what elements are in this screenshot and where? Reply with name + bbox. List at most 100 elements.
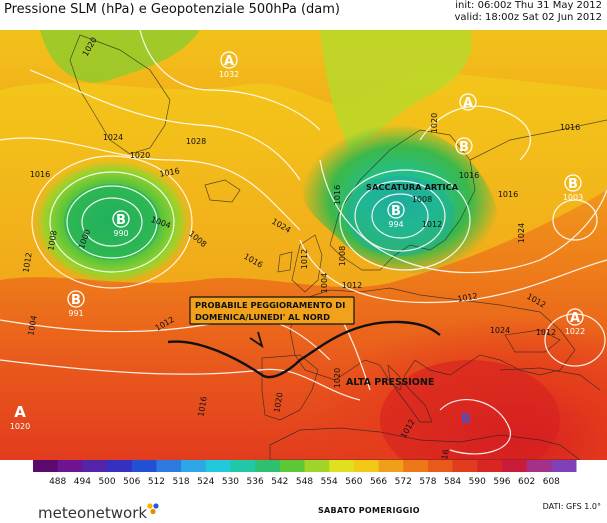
colorbar-tick-label: 548 (296, 477, 313, 487)
isobar-1016-south (0, 359, 361, 401)
isobar-med (439, 399, 511, 455)
pressure-center-letter: B (461, 412, 471, 427)
colorbar-swatch (403, 460, 429, 472)
pressure-center-letter: B (391, 204, 401, 219)
geopotential-arctic-tongue (320, 30, 472, 150)
colorbar-swatch (427, 460, 454, 472)
colorbar-tick-label: 530 (222, 477, 239, 487)
colorbar-ticks: 488 494 500 506 512 518 524 530 536 542 548 554 560 5… (49, 477, 560, 487)
weather-map: 1020 1024 1028 1016 1016 1012 1008 1004 1000 1012… (0, 30, 607, 460)
colorbar-swatch (353, 460, 380, 472)
colorbar-tick-label: 488 (49, 477, 66, 487)
isobar-scan-1 (371, 193, 429, 239)
isobar-russia (552, 199, 598, 241)
data-source: DATI: GFS 1.0° (542, 502, 601, 511)
forecast-box-line1: PROBABILE PEGGIORAMENTO DI (195, 300, 345, 310)
colorbar-tick-label: 494 (74, 477, 91, 487)
isobar-label: 1004 (26, 315, 38, 337)
coastlines (69, 34, 607, 460)
africa-coast (269, 427, 581, 460)
colorbar-tick-label: 596 (493, 477, 510, 487)
brand-dots-icon (147, 503, 159, 515)
isobar-1016-europe (299, 239, 607, 303)
colorbar-tick-label: 500 (98, 477, 115, 487)
isobar-atl-4 (31, 155, 193, 289)
isobar-atl-3 (49, 171, 175, 273)
isobar-label: 1016 (438, 449, 450, 460)
colorbar-tick-label: 566 (370, 477, 387, 487)
isobar-label: 1016 (498, 190, 518, 199)
colorbar-tick-label: 524 (197, 477, 214, 487)
colorbar-swatch (82, 460, 108, 472)
isobar-label: 1024 (103, 133, 123, 142)
iberia-coast (261, 354, 319, 421)
colorbar-tick-label: 572 (395, 477, 412, 487)
colorbar-swatch (57, 460, 83, 472)
colorbar-swatch (304, 460, 330, 472)
colorbar-swatch (279, 460, 305, 472)
isobar-label: 1020 (272, 392, 284, 414)
mediterranean-red-core (380, 360, 560, 460)
pressure-center-letter: B (116, 213, 126, 228)
britain-coast (291, 234, 323, 293)
pressure-center-value: 1020 (10, 422, 30, 431)
isobar-label: 1012 (21, 252, 33, 274)
init-time: init: 06:00z Thu 31 May 2012 (455, 0, 602, 11)
isobar-label: 1020 (333, 368, 342, 388)
forecast-box-line2: DOMENICA/LUNEDI' AL NORD (195, 312, 330, 322)
colorbar-svg: 488 494 500 506 512 518 524 530 536 542 548 554 560 5… (33, 460, 577, 487)
isobar-finland (419, 105, 531, 161)
brand-logo-text: meteonetwork (38, 504, 148, 522)
isobar-1028-north (139, 30, 321, 131)
ireland-coast (277, 251, 293, 273)
footer: meteonetwork SABATO POMERIGGIO DATI: GFS… (0, 490, 607, 523)
scandinavia-trough-core (345, 176, 455, 256)
pressure-center-letter: A (224, 54, 234, 69)
isobar-label: 1028 (186, 137, 206, 146)
colorbar-swatch (378, 460, 404, 472)
blacksea-coast (504, 329, 561, 353)
isobar-label: 1016 (560, 123, 580, 132)
pressure-center-value: 1032 (219, 70, 239, 79)
colorbar-tick-label: 578 (419, 477, 436, 487)
colorbar-swatch (329, 460, 355, 472)
colorbar-swatch (255, 460, 281, 472)
valid-time: valid: 18:00z Sat 02 Jun 2012 (454, 12, 602, 23)
pressure-center-letter: B (459, 140, 469, 155)
colorbar-swatch (107, 460, 133, 472)
pressure-center-letter: B (71, 293, 81, 308)
high-pressure-label: ALTA PRESSIONE (346, 377, 434, 388)
pressure-center-value: 1003 (563, 193, 583, 202)
colorbar-tick-label: 584 (444, 477, 461, 487)
europe-coast (289, 287, 576, 391)
colorbar-swatches (33, 460, 577, 472)
forecast-trough-line (167, 320, 441, 379)
isobar-label: 1016 (30, 170, 50, 179)
pressure-center-low-mediterranean: B (461, 412, 471, 427)
colorbar-swatch (131, 460, 157, 472)
pressure-center-letter: B (568, 177, 578, 192)
pressure-center-value: 994 (388, 220, 403, 229)
isobar-scan-3 (339, 169, 471, 271)
isobar-label: 1020 (130, 151, 150, 160)
colorbar-tick-label: 542 (271, 477, 288, 487)
italy-coast (387, 364, 433, 423)
colorbar-swatch (181, 460, 207, 472)
isobar-label: 1008 (338, 246, 347, 266)
colorbar-tick-label: 512 (148, 477, 165, 487)
isobar-1020-north (0, 137, 301, 231)
pressure-center-high-north-greenland: A (459, 93, 477, 111)
isobar-label: 1016 (196, 396, 208, 418)
trough-label: SACCATURA ARTICA (366, 182, 459, 192)
russia-coast (469, 119, 607, 161)
isobar-label: 1008 (412, 195, 432, 204)
map-title: Pressione SLM (hPa) e Geopotenziale 500h… (4, 2, 341, 17)
isobar-atl-2 (66, 185, 158, 259)
colorbar-swatch (551, 460, 577, 472)
